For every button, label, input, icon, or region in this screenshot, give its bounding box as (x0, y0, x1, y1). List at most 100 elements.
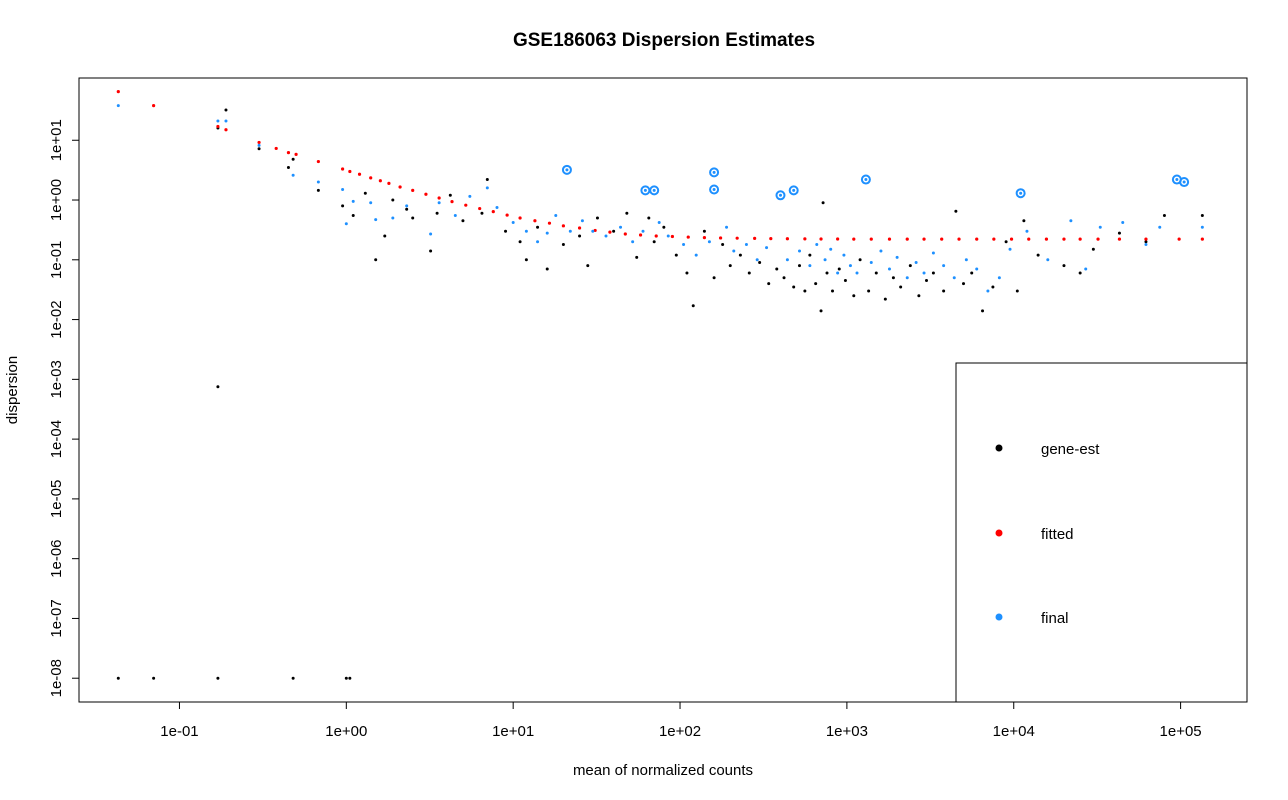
gene-est-point (702, 229, 706, 233)
final-point (554, 214, 558, 218)
final-point (316, 180, 320, 184)
final-outlier-ring (1179, 177, 1190, 188)
final-point (641, 229, 645, 233)
final-point (224, 119, 228, 123)
gene-est-point (767, 282, 771, 286)
final-point (545, 231, 549, 235)
gene-est-point (970, 271, 974, 275)
gene-est-point (216, 676, 220, 680)
y-axis-label: dispersion (4, 356, 21, 424)
gene-est-point (899, 285, 903, 289)
fitted-point (803, 237, 807, 241)
final-point (964, 258, 968, 262)
fitted-point (836, 237, 840, 241)
final-point (914, 261, 918, 265)
fitted-point (852, 237, 856, 241)
legend-label-final: final (1041, 610, 1069, 627)
gene-est-point (461, 219, 465, 223)
y-tick-label: 1e-02 (48, 300, 65, 338)
final-point (712, 170, 716, 174)
gene-est-point (747, 271, 751, 275)
final-point (405, 204, 409, 208)
final-outlier-ring (775, 190, 786, 201)
gene-est-point (374, 258, 378, 262)
gene-est-point (344, 676, 348, 680)
legend: gene-est fitted final (955, 362, 1248, 703)
final-point (765, 246, 769, 250)
gene-est-point (874, 271, 878, 275)
fitted-point (1144, 237, 1148, 241)
legend-box (955, 362, 1248, 703)
gene-est-point (792, 285, 796, 289)
gene-est-point (728, 264, 732, 268)
gene-est-point (685, 271, 689, 275)
y-axis: 1e-08 1e-07 1e-06 1e-05 1e-04 1e-03 1e-02 1e-01… (48, 119, 80, 697)
final-point (986, 289, 990, 293)
fitted-point (718, 236, 723, 240)
gene-est-point (917, 294, 921, 298)
fitted-point (1062, 237, 1066, 241)
final-point (792, 188, 796, 192)
fitted-point (1200, 237, 1204, 241)
fitted-point (577, 226, 582, 230)
gene-est-point (1117, 231, 1121, 235)
final-point (495, 205, 499, 209)
final-point (631, 240, 635, 244)
data-points (116, 90, 1204, 680)
gene-est-point (612, 229, 616, 233)
final-outlier-ring (860, 174, 871, 185)
gene-est-point (391, 198, 395, 202)
final-point (682, 243, 686, 247)
gene-est-point (931, 271, 935, 275)
final-point (1019, 191, 1023, 195)
final-point (374, 218, 378, 222)
fitted-point (437, 196, 441, 200)
fitted-point (869, 237, 873, 241)
final-point (931, 251, 935, 255)
final-point (1144, 243, 1148, 247)
final-point (524, 229, 528, 233)
final-point (341, 187, 345, 191)
gene-est-point (1062, 264, 1066, 268)
gene-est-point (991, 285, 995, 289)
gene-est-point (216, 385, 220, 389)
gene-est-point (981, 309, 985, 313)
final-point (895, 255, 899, 259)
gene-est-point (721, 243, 725, 247)
fitted-point (1096, 237, 1100, 241)
gene-est-point (837, 267, 841, 271)
fitted-point (561, 224, 566, 228)
gene-est-point (1091, 247, 1095, 251)
legend-swatch-fitted (995, 529, 1003, 537)
gene-est-point (908, 264, 912, 268)
gene-est-point (1200, 214, 1204, 218)
gene-est-point (351, 214, 355, 218)
fitted-point (116, 90, 120, 94)
final-point (922, 271, 926, 275)
x-tick-label: 1e+05 (1160, 723, 1202, 740)
fitted-point (1027, 237, 1031, 241)
gene-est-point (405, 207, 409, 211)
fitted-point (1177, 237, 1181, 241)
x-axis-label: mean of normalized counts (573, 762, 753, 779)
fitted-point (340, 167, 345, 171)
final-point (257, 143, 261, 147)
gene-est-point (545, 267, 549, 271)
final-point (732, 249, 736, 253)
gene-est-point (782, 276, 786, 280)
final-point (864, 178, 868, 182)
gene-est-point (647, 216, 651, 220)
fitted-point (152, 103, 156, 108)
fitted-point (478, 206, 482, 211)
final-outlier-ring (788, 185, 799, 196)
fitted-point (547, 221, 552, 225)
x-tick-label: 1e+00 (325, 723, 367, 740)
final-point (391, 216, 395, 220)
gene-est-point (962, 282, 966, 286)
final-point (1025, 229, 1029, 233)
final-point (485, 186, 489, 190)
final-point (1121, 221, 1125, 225)
legend-swatch-final (995, 613, 1003, 621)
final-point (942, 264, 946, 268)
legend-label-gene-est: gene-est (1041, 441, 1100, 458)
